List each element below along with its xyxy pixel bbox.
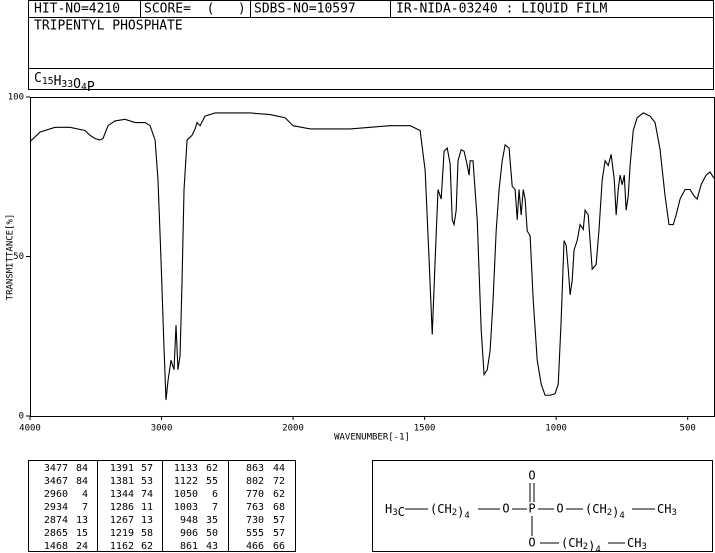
peak-wavenumber: 3467	[44, 476, 68, 487]
peak-transmittance: 35	[206, 515, 218, 526]
bonds	[405, 483, 655, 544]
peak-wavenumber: 770	[246, 489, 264, 500]
x-tick-label: 3000	[151, 424, 173, 434]
peak-transmittance: 7	[82, 502, 88, 513]
hit-number: HIT-NO=4210	[34, 2, 120, 17]
chem-group: H3C	[385, 502, 405, 519]
chem-group: (CH2)4	[430, 502, 470, 521]
y-tick-label: 0	[19, 412, 24, 422]
formula: C15H33O4P	[34, 71, 95, 95]
peak-wavenumber: 730	[246, 515, 264, 526]
peak-transmittance: 62	[273, 489, 285, 500]
x-tick-label: 1000	[545, 424, 567, 434]
sdbs-number: SDBS-NO=10597	[254, 2, 356, 17]
peak-transmittance: 24	[76, 541, 88, 552]
peak-wavenumber: 863	[246, 463, 264, 474]
peak-transmittance: 72	[273, 476, 285, 487]
peak-wavenumber: 1050	[174, 489, 198, 500]
peak-transmittance: 7	[212, 502, 218, 513]
peak-wavenumber: 1162	[110, 541, 134, 552]
peak-transmittance: 84	[76, 463, 88, 474]
peak-transmittance: 50	[206, 528, 218, 539]
peak-wavenumber: 1381	[110, 476, 134, 487]
peak-wavenumber: 2865	[44, 528, 68, 539]
peak-transmittance: 57	[273, 515, 285, 526]
y-tick-label: 50	[13, 252, 24, 262]
peak-wavenumber: 1344	[110, 489, 134, 500]
peak-transmittance: 74	[141, 489, 153, 500]
y-axis-label: TRANSMITTANCE[%]	[6, 214, 16, 301]
peak-transmittance: 13	[76, 515, 88, 526]
structure-box	[372, 460, 713, 552]
peak-wavenumber: 1219	[110, 528, 134, 539]
peak-wavenumber: 1133	[174, 463, 198, 474]
peak-wavenumber: 802	[246, 476, 264, 487]
peak-transmittance: 13	[141, 515, 153, 526]
peak-transmittance: 58	[141, 528, 153, 539]
peak-transmittance: 15	[76, 528, 88, 539]
peak-transmittance: 44	[273, 463, 285, 474]
x-tick-label: 4000	[19, 424, 41, 434]
peak-transmittance: 62	[141, 541, 153, 552]
peak-wavenumber: 1122	[174, 476, 198, 487]
peak-wavenumber: 3477	[44, 463, 68, 474]
peak-wavenumber: 2874	[44, 515, 68, 526]
chem-atom: O	[502, 502, 509, 516]
peak-transmittance: 62	[206, 463, 218, 474]
peak-transmittance: 53	[141, 476, 153, 487]
method: IR-NIDA-03240 : LIQUID FILM	[396, 2, 607, 17]
peak-transmittance: 55	[206, 476, 218, 487]
chem-atom: O	[528, 536, 535, 550]
peak-wavenumber: 2934	[44, 502, 68, 513]
peak-wavenumber: 466	[246, 541, 264, 552]
spectrum-line	[29, 112, 715, 401]
plot-frame	[30, 97, 715, 417]
score: SCORE= ( )	[144, 2, 246, 17]
peak-transmittance: 68	[273, 502, 285, 513]
peak-wavenumber: 1286	[110, 502, 134, 513]
chem-atom: O	[556, 502, 563, 516]
peak-wavenumber: 555	[246, 528, 264, 539]
peak-transmittance: 4	[82, 489, 88, 500]
x-tick-label: 2000	[282, 424, 304, 434]
peak-transmittance: 57	[141, 463, 153, 474]
peak-transmittance: 43	[206, 541, 218, 552]
chem-group: CH3	[627, 536, 647, 552]
peak-wavenumber: 861	[180, 541, 198, 552]
chem-atom: P	[528, 502, 535, 516]
peak-transmittance: 6	[212, 489, 218, 500]
peak-table-box	[28, 460, 296, 552]
peak-wavenumber: 1468	[44, 541, 68, 552]
peak-wavenumber: 948	[180, 515, 198, 526]
x-axis-label: WAVENUMBER[-1]	[334, 433, 410, 443]
peak-wavenumber: 1391	[110, 463, 134, 474]
chem-group: (CH2)4	[585, 502, 625, 521]
peak-transmittance: 57	[273, 528, 285, 539]
peak-wavenumber: 906	[180, 528, 198, 539]
chem-atom: O	[528, 469, 535, 483]
peak-wavenumber: 2960	[44, 489, 68, 500]
chem-group: CH3	[657, 502, 677, 518]
x-tick-label: 1500	[414, 424, 436, 434]
peak-transmittance: 11	[141, 502, 153, 513]
y-tick-label: 100	[8, 93, 24, 103]
peak-transmittance: 84	[76, 476, 88, 487]
peak-wavenumber: 763	[246, 502, 264, 513]
peak-wavenumber: 1267	[110, 515, 134, 526]
header-box	[28, 0, 714, 90]
chem-group: (CH2)4	[561, 536, 601, 553]
x-tick-label: 500	[680, 424, 696, 434]
peak-transmittance: 66	[273, 541, 285, 552]
peak-wavenumber: 1003	[174, 502, 198, 513]
compound-name: TRIPENTYL PHOSPHATE	[34, 19, 183, 34]
